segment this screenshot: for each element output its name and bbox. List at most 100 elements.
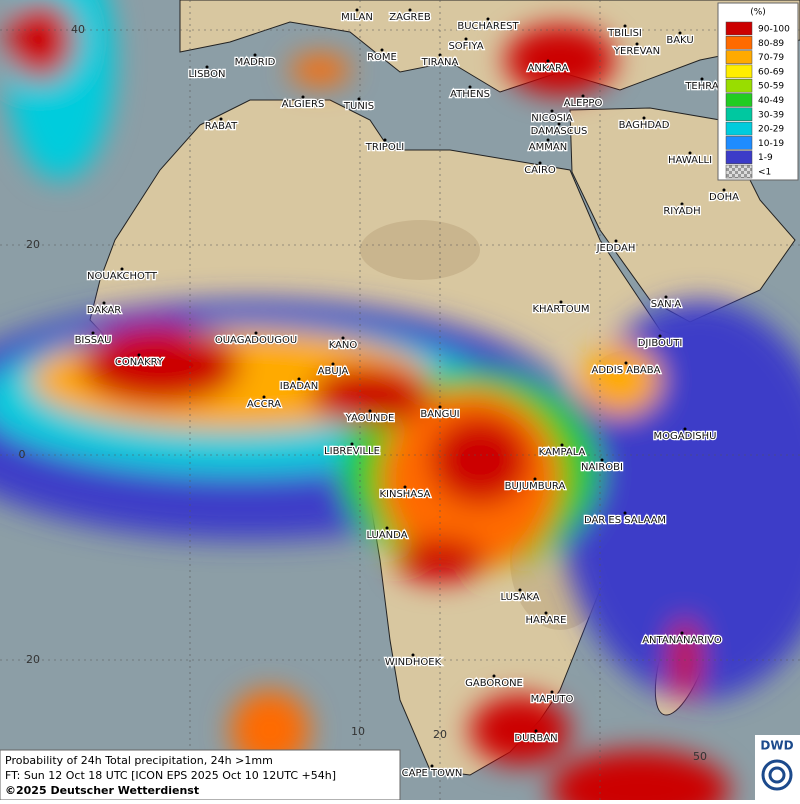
grid-labels: 40 20 0 20 10 20 50 — [19, 23, 708, 763]
grid-label: 20 — [433, 728, 447, 741]
city-dot — [368, 409, 372, 413]
city-dot — [492, 674, 496, 678]
city-dot — [301, 95, 305, 99]
legend-label: 70-79 — [758, 53, 784, 63]
city-dot — [468, 85, 472, 89]
city-dot — [380, 48, 384, 52]
city-dot — [664, 295, 668, 299]
legend-swatch — [725, 121, 753, 136]
city-dot — [600, 458, 604, 462]
city-label: KANO — [329, 340, 358, 351]
city-dot — [357, 97, 361, 101]
city-dot — [614, 239, 618, 243]
city-label: YEREVAN — [613, 46, 660, 57]
city-dot — [546, 59, 550, 63]
city-label: BUCHAREST — [457, 21, 519, 32]
info-background — [0, 749, 401, 801]
city-label: ANKARA — [528, 63, 569, 74]
city-label: OUAGADOUGOU — [215, 335, 297, 346]
city-label: MADRID — [235, 57, 276, 68]
city-label: BANGUI — [420, 409, 459, 420]
city-dot — [91, 331, 95, 335]
city-dot — [560, 443, 564, 447]
city-dot — [678, 31, 682, 35]
info-box: Probability of 24h Total precipitation, … — [0, 749, 401, 801]
city-dot — [331, 362, 335, 366]
city-label: BISSAU — [75, 335, 112, 346]
city-label: NOUAKCHOTT — [87, 271, 158, 282]
city-dot — [438, 405, 442, 409]
info-copyright: ©2025 Deutscher Wetterdienst — [5, 784, 199, 797]
legend-swatch — [725, 50, 753, 64]
city-label: JEDDAH — [596, 243, 636, 254]
city-label: AMMAN — [529, 142, 567, 153]
legend-swatch — [725, 136, 753, 150]
legend-swatch — [725, 107, 753, 122]
city-label: CAPE TOWN — [402, 768, 463, 779]
city-dot — [403, 485, 407, 489]
city-label: HAWALLI — [668, 155, 712, 166]
legend-label: 1-9 — [758, 153, 773, 163]
grid-label: 50 — [693, 750, 707, 763]
city-label: SAN'A — [651, 299, 682, 310]
city-dot — [355, 8, 359, 12]
city-dot — [408, 8, 412, 12]
city-label: DAR ES SALAAM — [584, 515, 666, 526]
city-dot — [538, 161, 542, 165]
city-dot — [205, 65, 209, 69]
city-label: KAMPALA — [539, 447, 586, 458]
city-dot — [253, 53, 257, 57]
city-dot — [546, 138, 550, 142]
city-label: ACCRA — [247, 399, 281, 410]
city-label: HARARE — [525, 615, 566, 626]
city-label: KINSHASA — [379, 489, 430, 500]
legend: (%) 90-100 80-89 70-79 60-69 50-59 40-49 30-39… — [717, 2, 799, 181]
logo: DWD — [755, 735, 800, 800]
grid-label: 20 — [26, 653, 40, 666]
legend-swatch — [725, 78, 753, 93]
city-label: DAKAR — [87, 305, 122, 316]
city-label: ATHENS — [450, 89, 490, 100]
city-label: DOHA — [709, 192, 739, 203]
city-label: ALEPPO — [564, 98, 603, 109]
legend-swatch — [725, 164, 753, 179]
city-dot — [383, 138, 387, 142]
city-dot — [623, 24, 627, 28]
city-dot — [722, 188, 726, 192]
city-label: IBADAN — [280, 381, 319, 392]
grid-label: 20 — [26, 238, 40, 251]
city-dot — [700, 77, 704, 81]
city-label: KHARTOUM — [532, 304, 589, 315]
legend-unit: (%) — [750, 8, 766, 18]
city-dot — [658, 334, 662, 338]
city-dot — [438, 53, 442, 57]
city-label: BUJUMBURA — [505, 481, 566, 492]
city-label: TBILISI — [607, 28, 642, 39]
city-label: LUANDA — [366, 530, 407, 541]
city-label: RIYADH — [663, 206, 700, 217]
city-label: DJIBOUTI — [638, 338, 683, 349]
city-label: YAOUNDE — [345, 413, 395, 424]
city-dot — [254, 331, 258, 335]
city-label: ZAGREB — [389, 12, 431, 23]
city-dot — [623, 511, 627, 515]
legend-items: 90-100 80-89 70-79 60-69 50-59 40-49 30-39 20-2… — [725, 21, 790, 179]
legend-label: 20-29 — [758, 125, 784, 135]
city-label: GABORONE — [465, 678, 523, 689]
city-dot — [635, 42, 639, 46]
grid-label: 0 — [19, 448, 26, 461]
city-dot — [581, 94, 585, 98]
city-label: CAIRO — [524, 165, 556, 176]
city-label: MOGADISHU — [654, 431, 717, 442]
city-dot — [385, 526, 389, 530]
city-dot — [559, 300, 563, 304]
info-title: Probability of 24h Total precipitation, … — [5, 754, 273, 767]
legend-swatch — [725, 93, 753, 107]
city-dot — [533, 477, 537, 481]
city-label: ABUJA — [318, 366, 349, 377]
logo-icon — [761, 759, 793, 791]
city-label: TRIPOLI — [365, 142, 404, 153]
city-label: DURBAN — [514, 733, 557, 744]
logo-icon-inner — [768, 766, 786, 784]
